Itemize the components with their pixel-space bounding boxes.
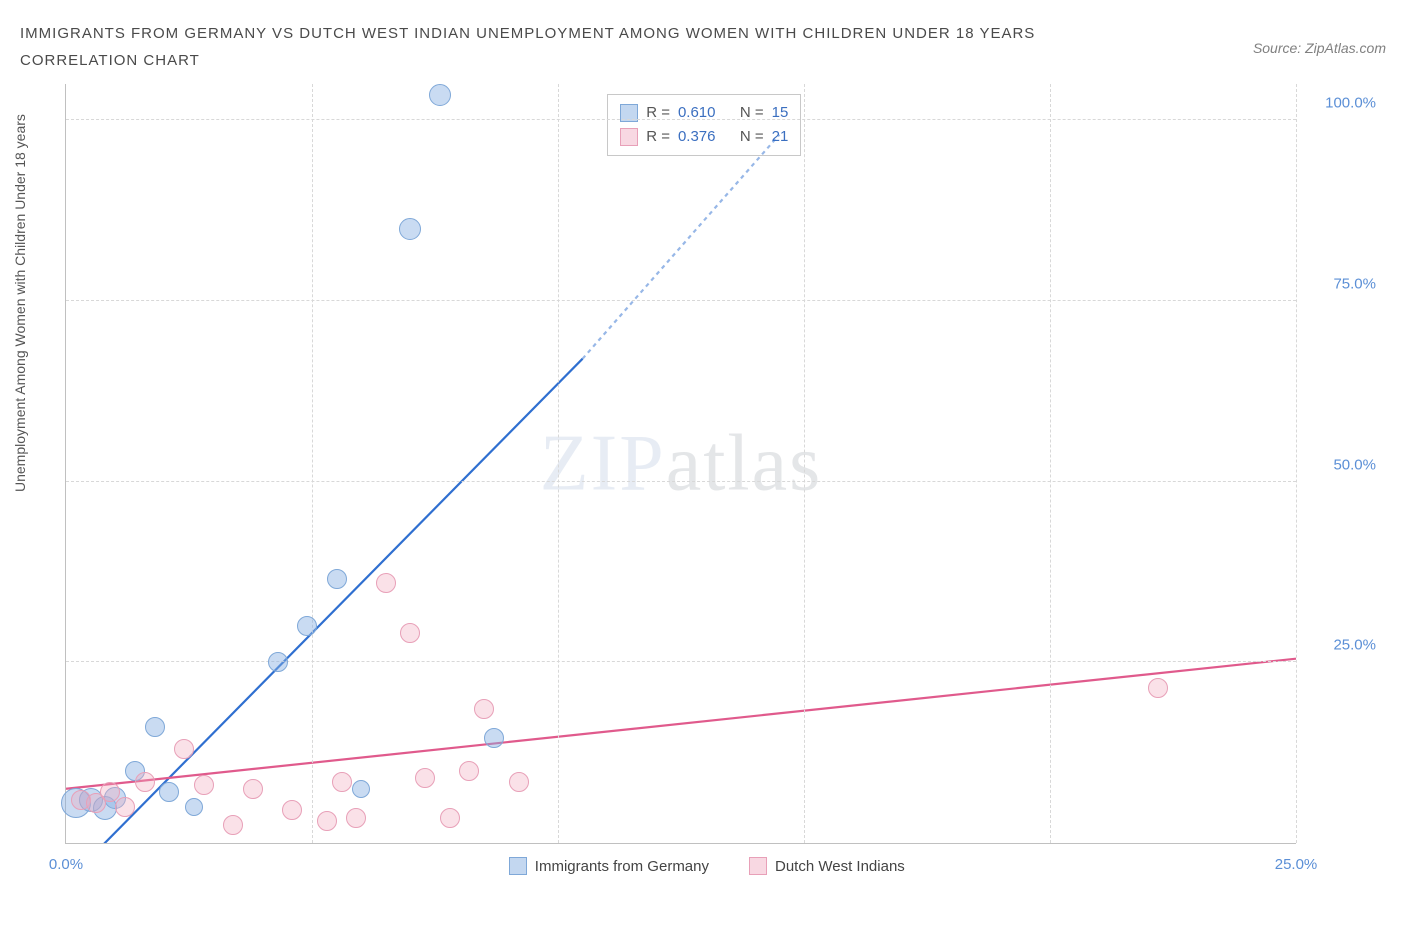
legend-label-1: Immigrants from Germany xyxy=(535,858,709,875)
source-label: Source: ZipAtlas.com xyxy=(1253,40,1386,56)
x-tick-label: 0.0% xyxy=(49,856,83,873)
scatter-point xyxy=(459,761,479,781)
correlation-chart: Unemployment Among Women with Children U… xyxy=(20,84,1386,884)
x-tick-label: 25.0% xyxy=(1275,856,1318,873)
scatter-point xyxy=(1148,678,1168,698)
swatch-pink xyxy=(620,128,638,146)
scatter-point xyxy=(415,768,435,788)
scatter-point xyxy=(484,728,504,748)
scatter-point xyxy=(376,573,396,593)
gridline-v xyxy=(1296,84,1297,843)
scatter-point xyxy=(185,798,203,816)
scatter-point xyxy=(400,623,420,643)
scatter-point xyxy=(268,652,288,672)
scatter-point xyxy=(135,772,155,792)
gridline-v xyxy=(1050,84,1051,843)
gridline-v xyxy=(804,84,805,843)
scatter-point xyxy=(346,808,366,828)
y-tick-label: 100.0% xyxy=(1306,95,1376,112)
scatter-point xyxy=(194,775,214,795)
scatter-point xyxy=(115,797,135,817)
scatter-point xyxy=(399,218,421,240)
legend-item-germany: Immigrants from Germany xyxy=(509,857,709,875)
r-label: R = xyxy=(646,125,670,149)
gridline-v xyxy=(558,84,559,843)
gridline-h xyxy=(66,300,1296,301)
n-value-1: 15 xyxy=(772,101,789,125)
r-label: R = xyxy=(646,101,670,125)
legend-stats-box: R = 0.610 N = 15 R = 0.376 N = 21 xyxy=(607,94,801,156)
watermark-light: atlas xyxy=(666,419,823,507)
gridline-h xyxy=(66,119,1296,120)
scatter-point xyxy=(317,811,337,831)
scatter-point xyxy=(243,779,263,799)
scatter-point xyxy=(440,808,460,828)
n-label: N = xyxy=(740,101,764,125)
y-tick-label: 25.0% xyxy=(1306,637,1376,654)
r-value-2: 0.376 xyxy=(678,125,716,149)
scatter-point xyxy=(509,772,529,792)
scatter-point xyxy=(327,569,347,589)
legend-stats-row-2: R = 0.376 N = 21 xyxy=(620,125,788,149)
y-tick-label: 50.0% xyxy=(1306,456,1376,473)
scatter-point xyxy=(159,782,179,802)
gridline-h xyxy=(66,481,1296,482)
r-value-1: 0.610 xyxy=(678,101,716,125)
scatter-point xyxy=(332,772,352,792)
gridline-h xyxy=(66,661,1296,662)
n-label: N = xyxy=(740,125,764,149)
bottom-legend: Immigrants from Germany Dutch West India… xyxy=(509,857,905,875)
scatter-point xyxy=(429,84,451,106)
scatter-point xyxy=(282,800,302,820)
y-tick-label: 75.0% xyxy=(1306,275,1376,292)
title-line-2: CORRELATION CHART xyxy=(20,47,1035,74)
scatter-point xyxy=(145,717,165,737)
title-line-1: IMMIGRANTS FROM GERMANY VS DUTCH WEST IN… xyxy=(20,20,1035,47)
scatter-point xyxy=(474,699,494,719)
n-value-2: 21 xyxy=(772,125,789,149)
legend-label-2: Dutch West Indians xyxy=(775,858,905,875)
legend-stats-row-1: R = 0.610 N = 15 xyxy=(620,101,788,125)
swatch-pink xyxy=(749,857,767,875)
chart-title: IMMIGRANTS FROM GERMANY VS DUTCH WEST IN… xyxy=(20,20,1035,74)
legend-item-dutch: Dutch West Indians xyxy=(749,857,905,875)
scatter-point xyxy=(174,739,194,759)
scatter-point xyxy=(223,815,243,835)
scatter-point xyxy=(352,780,370,798)
swatch-blue xyxy=(509,857,527,875)
gridline-v xyxy=(312,84,313,843)
trend-lines xyxy=(66,84,1296,843)
plot-area: ZIPatlas R = 0.610 N = 15 R = 0.376 N = … xyxy=(65,84,1296,844)
scatter-point xyxy=(297,616,317,636)
watermark: ZIPatlas xyxy=(540,418,823,509)
